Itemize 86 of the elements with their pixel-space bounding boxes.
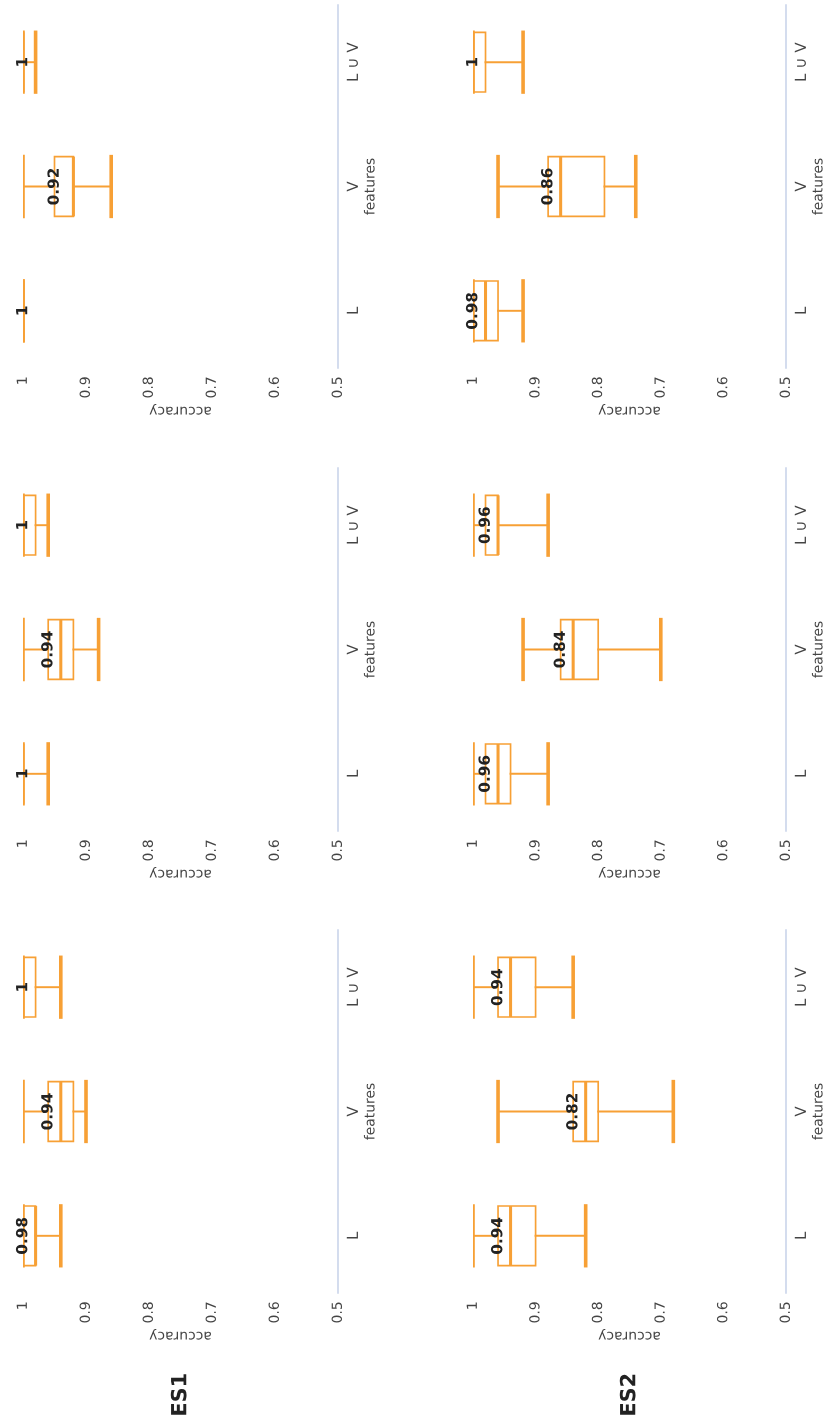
text: 1 [16, 769, 28, 778]
y-tick-label: L ∪ V [794, 505, 806, 544]
x-tick-label: 0.9 [79, 840, 91, 861]
x-tick-label: 0.5 [331, 377, 343, 398]
x-tick-label: 0.7 [654, 1302, 665, 1323]
y-tick-label: L [346, 1231, 358, 1239]
x-tick-label: 0.8 [142, 840, 154, 861]
x-tick-label: 0.8 [142, 377, 154, 398]
x-axis-title: accuracy [149, 866, 211, 878]
x-tick-label: 0.7 [205, 377, 217, 398]
x-tick-label: 0.5 [331, 840, 343, 861]
x-axis-title: accuracy [598, 1328, 660, 1340]
text: 0.96 [478, 507, 490, 544]
text: 0.94 [490, 1217, 503, 1254]
y-tick-label: L ∪ V [346, 505, 358, 544]
x-tick-label: 0.6 [268, 840, 280, 861]
x-tick-label: 0.5 [779, 1302, 791, 1323]
text: 0.96 [478, 755, 490, 792]
text: 0.84 [553, 631, 566, 668]
text: 0.98 [15, 1217, 28, 1254]
x-tick-label: 0.6 [716, 1302, 728, 1323]
text: 1 [466, 57, 478, 66]
x-tick-label: 0.5 [331, 1302, 343, 1323]
x-tick-label: 0.5 [779, 377, 791, 398]
text: 1 [16, 57, 28, 66]
text: 0.94 [490, 969, 503, 1006]
x-tick-label: 0.8 [142, 1302, 154, 1323]
x-tick-label: 0.9 [79, 1302, 91, 1323]
y-axis-title: features [363, 158, 375, 215]
text: 1 [16, 306, 28, 315]
text: 0.92 [47, 168, 59, 205]
x-axis-title: accuracy [149, 403, 211, 415]
y-axis-title: features [363, 1083, 375, 1140]
x-tick-label: 0.6 [716, 377, 728, 398]
text: 0.94 [41, 1093, 53, 1130]
text: 1 [16, 520, 28, 529]
y-tick-label: L ∪ V [346, 42, 358, 81]
x-axis-title: accuracy [598, 866, 660, 878]
x-tick-label: 0.9 [79, 377, 91, 398]
y-tick-label: L [794, 306, 806, 314]
x-tick-label: 1 [466, 1302, 477, 1309]
y-tick-label: V [794, 1106, 806, 1117]
x-tick-label: 0.6 [268, 377, 280, 398]
x-axis-title: accuracy [149, 1328, 211, 1340]
y-tick-label: L [346, 769, 358, 777]
x-tick-label: 0.9 [529, 1302, 540, 1323]
x-tick-label: 1 [466, 377, 477, 384]
text: ES2 [619, 1374, 636, 1415]
y-axis-title: features [811, 158, 823, 215]
y-tick-label: V [346, 181, 358, 192]
x-tick-label: 0.9 [529, 840, 540, 861]
y-tick-label: L ∪ V [794, 42, 806, 81]
text: ES1 [170, 1374, 187, 1415]
x-tick-label: 1 [16, 1302, 27, 1309]
y-tick-label: V [346, 644, 358, 655]
x-tick-label: 0.7 [205, 840, 217, 861]
x-tick-label: 0.8 [591, 840, 603, 861]
y-tick-label: L ∪ V [346, 967, 358, 1006]
x-tick-label: 1 [466, 840, 477, 847]
text: 0.86 [541, 168, 553, 205]
y-axis-title: features [363, 621, 375, 678]
x-tick-label: 0.5 [779, 840, 791, 861]
text: 0.94 [41, 631, 53, 668]
text: 0.82 [566, 1093, 578, 1130]
text: 0.98 [465, 292, 478, 329]
y-axis-title: features [811, 621, 823, 678]
y-tick-label: L ∪ V [794, 967, 806, 1006]
x-tick-label: 0.9 [529, 377, 540, 398]
y-tick-label: V [794, 181, 806, 192]
y-tick-label: L [794, 1231, 806, 1239]
y-tick-label: L [346, 306, 358, 314]
y-tick-label: V [794, 644, 806, 655]
x-tick-label: 0.6 [268, 1302, 280, 1323]
x-tick-label: 0.8 [591, 1302, 603, 1323]
x-tick-label: 0.7 [654, 840, 665, 861]
x-axis-title: accuracy [598, 403, 660, 415]
text: 1 [16, 982, 28, 991]
y-tick-label: V [346, 1106, 358, 1117]
y-axis-title: features [811, 1083, 823, 1140]
x-tick-label: 1 [16, 840, 27, 847]
x-tick-label: 0.7 [654, 377, 665, 398]
x-tick-label: 0.6 [716, 840, 728, 861]
x-tick-label: 0.7 [205, 1302, 217, 1323]
y-tick-label: L [794, 769, 806, 777]
x-tick-label: 0.8 [591, 377, 603, 398]
x-tick-label: 1 [16, 377, 27, 384]
